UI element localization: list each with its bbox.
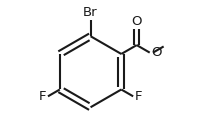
Text: F: F <box>38 90 46 103</box>
Text: F: F <box>135 90 143 103</box>
Text: Br: Br <box>83 6 98 19</box>
Text: O: O <box>151 46 161 59</box>
Text: O: O <box>131 15 142 28</box>
